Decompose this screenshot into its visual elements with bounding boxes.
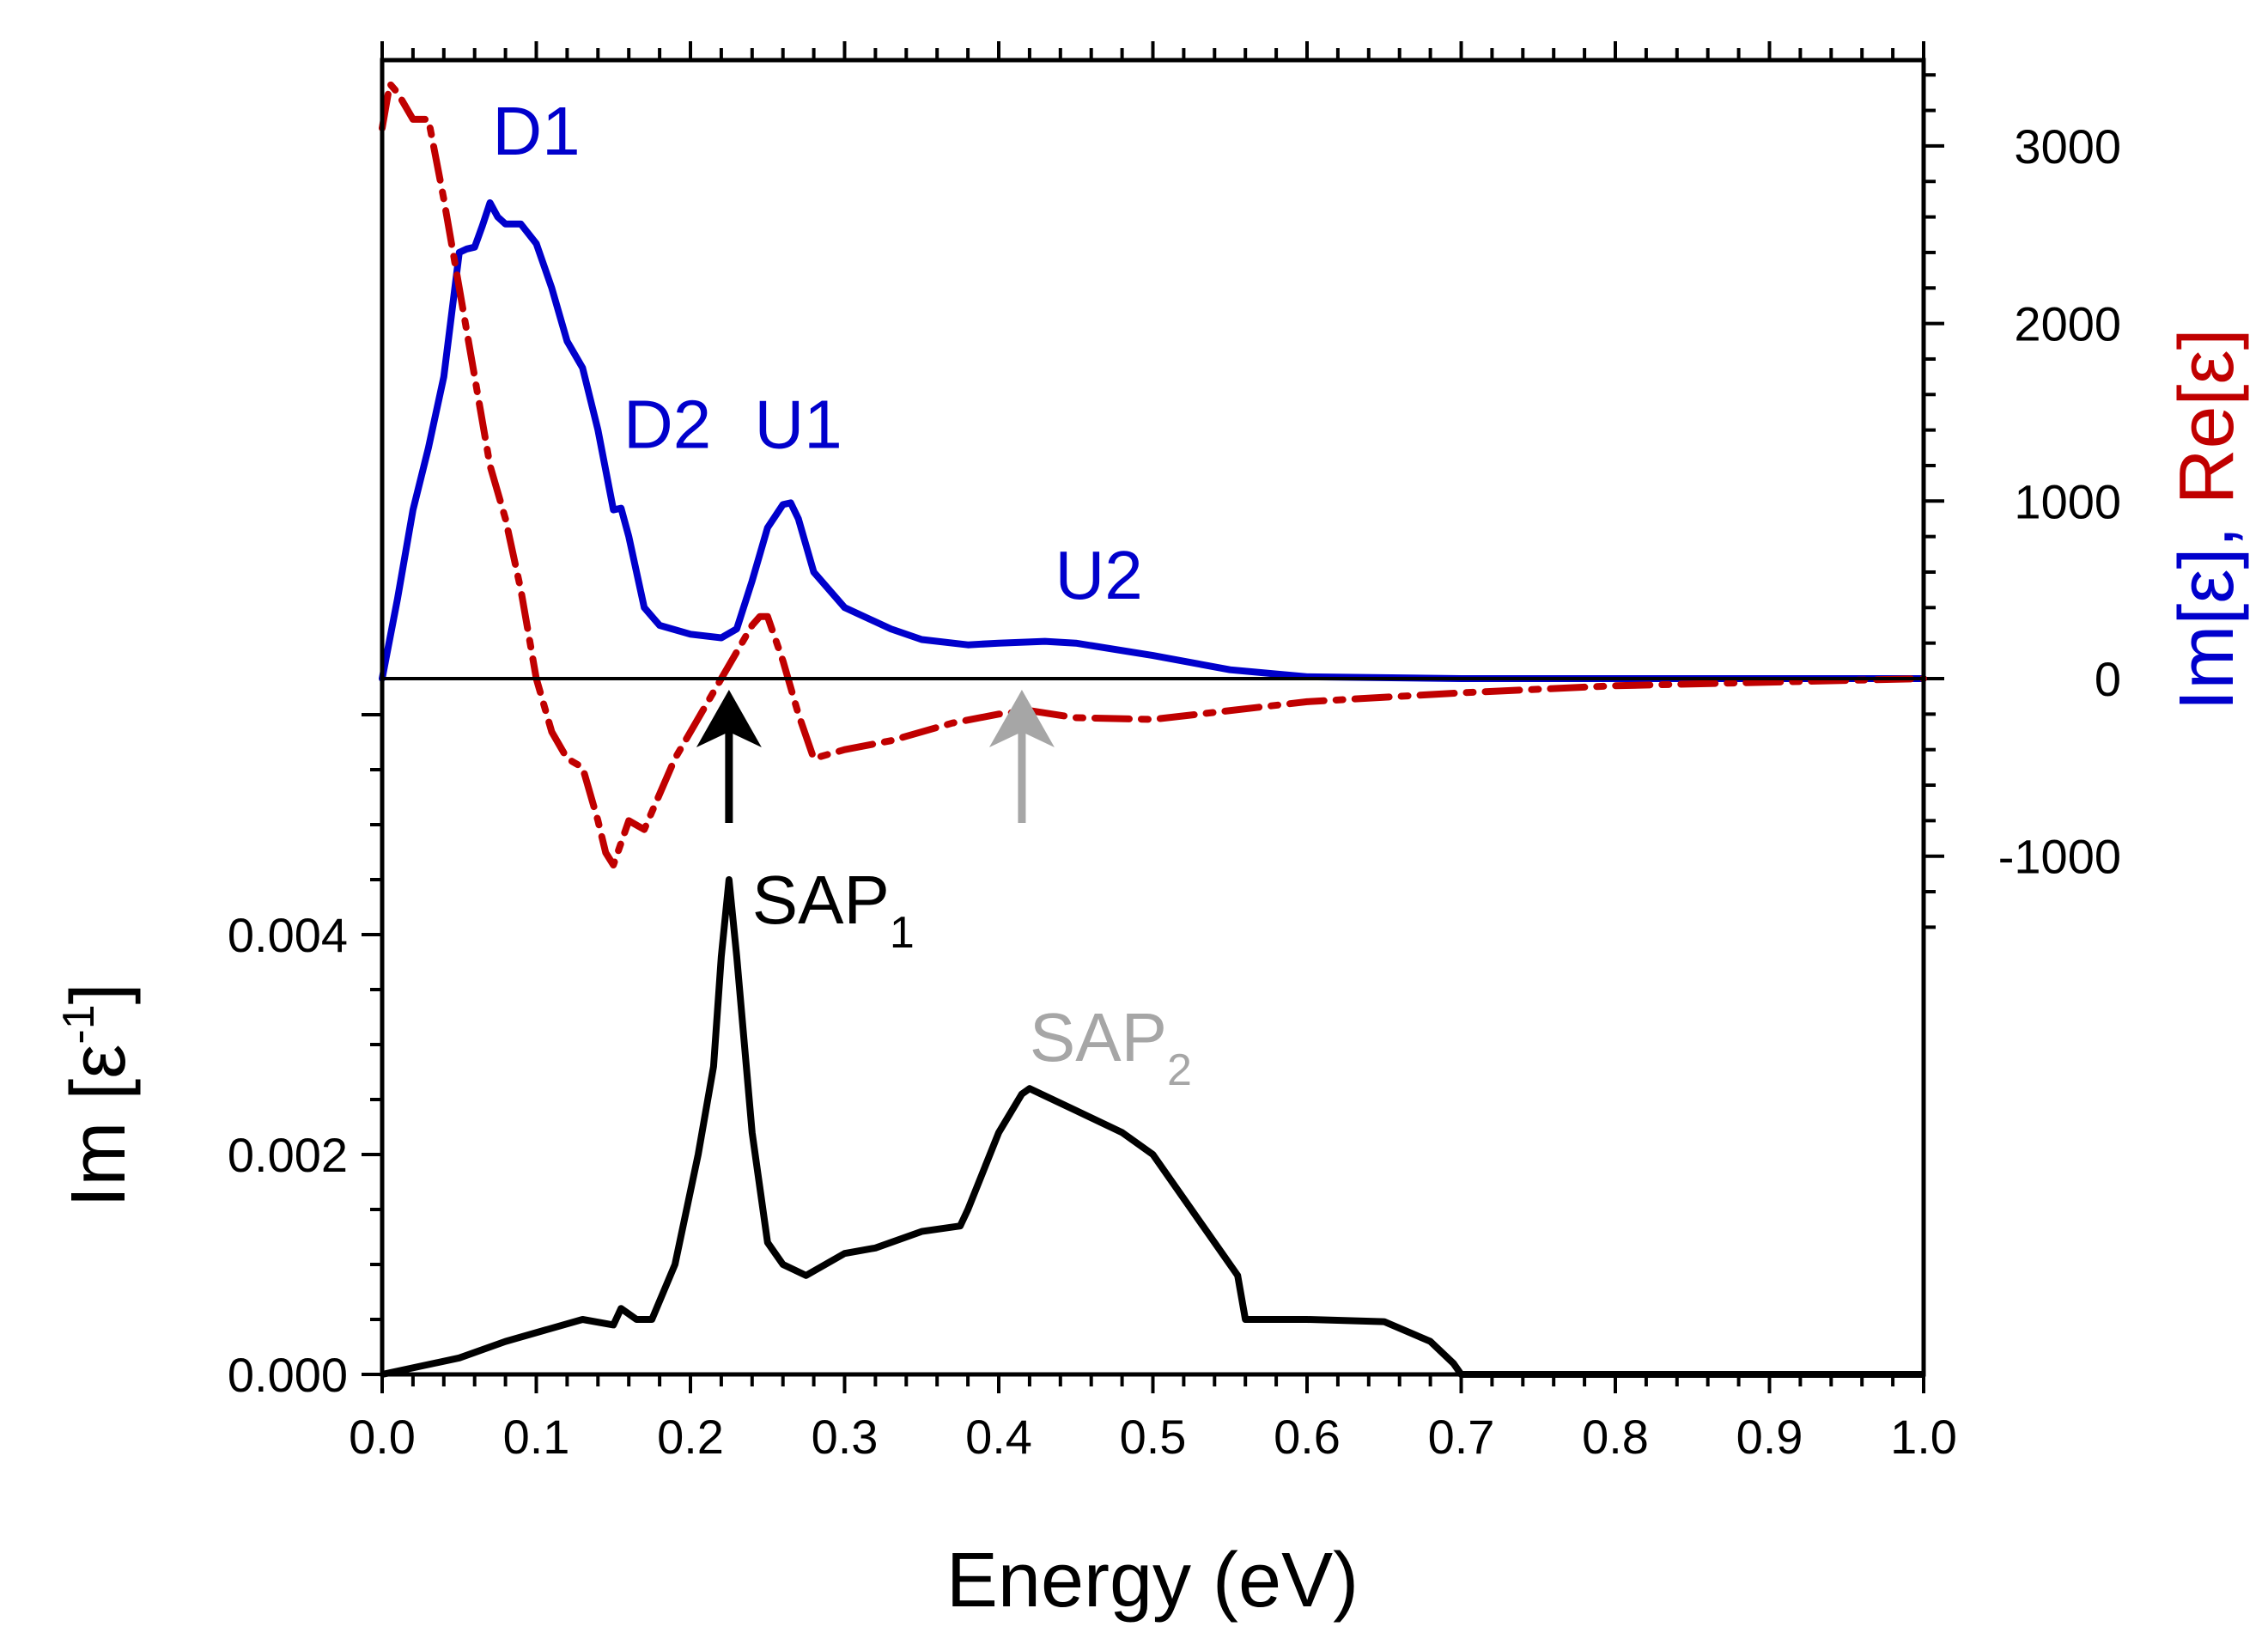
peak-label-d1: D1 <box>492 93 580 169</box>
left-tick-label: 0.002 <box>228 1128 348 1182</box>
left-label-close: ] <box>56 983 142 1004</box>
left-label-main: Im [ε <box>56 1045 142 1208</box>
peak-label-u1: U1 <box>755 386 842 462</box>
arrow-head <box>696 690 762 747</box>
right-tick-label: 2000 <box>2014 297 2121 351</box>
left-tick-label: 0.004 <box>228 908 348 962</box>
sap1-arrow <box>696 690 762 823</box>
x-tick-label: 0.2 <box>657 1410 724 1464</box>
label-separator: , <box>2164 505 2250 548</box>
right-tick-label: -1000 <box>1998 830 2121 884</box>
x-tick-label: 1.0 <box>1890 1410 1957 1464</box>
x-tick-label: 0.3 <box>812 1410 879 1464</box>
x-tick-label: 0.5 <box>1120 1410 1187 1464</box>
x-tick-label: 0.6 <box>1274 1410 1341 1464</box>
right-tick-label: 0 <box>2095 652 2121 706</box>
sap2-arrow <box>988 690 1055 823</box>
sap-label-subscript: 1 <box>890 908 915 958</box>
sap-label-text: SAP <box>752 862 890 938</box>
im-eps-label: Im[ε] <box>2164 548 2250 711</box>
right-tick-label: 1000 <box>2014 474 2121 528</box>
loss-function-line <box>381 876 1924 1378</box>
peak-label-u2: U2 <box>1055 537 1143 613</box>
x-tick-label: 0.8 <box>1582 1410 1649 1464</box>
re-eps-line <box>379 80 1927 868</box>
x-axis-title: Energy (eV) <box>946 1538 1359 1624</box>
sap-label-text: SAP <box>1030 999 1167 1075</box>
tick-labels: 0.0 0.1 0.2 0.3 0.4 0.5 0.6 0.7 0.8 0.9 1.03000200… <box>228 119 2121 1464</box>
series-layer <box>379 80 1927 1378</box>
x-tick-label: 0.7 <box>1428 1410 1495 1464</box>
right-y-axis-title: Im[ε], Re[ε] <box>2164 328 2250 710</box>
peak-label-d2: D2 <box>623 386 711 462</box>
left-label-sup: -1 <box>54 1004 104 1044</box>
x-tick-label: 0.4 <box>965 1410 1032 1464</box>
x-tick-label: 0.9 <box>1736 1410 1803 1464</box>
x-tick-label: 0.0 <box>349 1410 416 1464</box>
right-tick-label: 3000 <box>2014 119 2121 174</box>
x-tick-label: 0.1 <box>503 1410 570 1464</box>
plot-frame <box>380 58 1926 1377</box>
re-eps-label: Re[ε] <box>2164 328 2250 504</box>
im-eps-line <box>379 199 1927 682</box>
left-y-axis-title: Im [ε-1] <box>54 983 142 1207</box>
sap-label-1: SAP1 <box>752 862 915 958</box>
arrow-head <box>988 690 1055 747</box>
sap-label-2: SAP2 <box>1030 999 1192 1095</box>
left-tick-label: 0.000 <box>228 1348 348 1402</box>
sap-label-subscript: 2 <box>1167 1045 1192 1095</box>
